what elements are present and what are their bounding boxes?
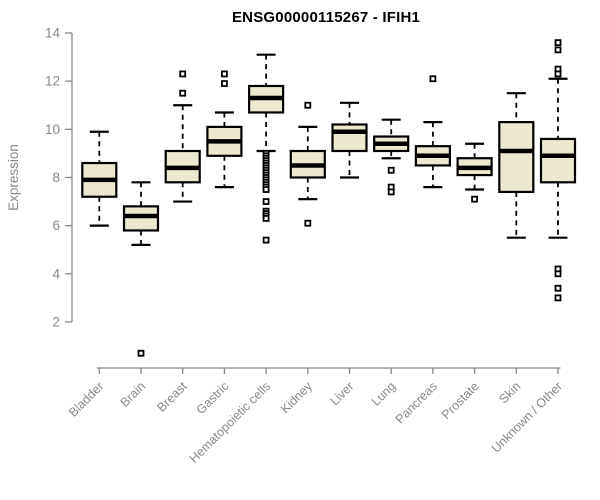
x-tick-label: Liver bbox=[328, 379, 357, 408]
boxplot-lung bbox=[373, 118, 410, 196]
outlier-point bbox=[554, 284, 562, 292]
boxplot-prostate bbox=[456, 142, 493, 203]
outlier-point bbox=[304, 219, 312, 227]
outlier-point bbox=[429, 75, 437, 83]
boxplot-brain bbox=[122, 181, 160, 357]
x-tick-label: Kidney bbox=[278, 379, 315, 416]
y-axis: 2 4 6 8 10 12 14 Expression bbox=[6, 26, 73, 329]
x-tick-label: Breast bbox=[154, 379, 190, 415]
outlier-point bbox=[471, 195, 479, 203]
outlier-point bbox=[554, 46, 562, 54]
boxplot-hematopoietic-cells bbox=[248, 53, 285, 244]
chart-title: ENSG00000115267 - IFIH1 bbox=[231, 9, 421, 26]
boxplot-pancreas bbox=[414, 75, 451, 189]
x-tick-label: Hematopoietic cells bbox=[187, 379, 274, 466]
outlier-point bbox=[179, 89, 187, 97]
x-tick-label: Skin bbox=[496, 379, 523, 406]
x-tick-label: Unknown / Other bbox=[489, 379, 565, 455]
outlier-point bbox=[262, 215, 270, 222]
y-tick-label: 8 bbox=[52, 170, 60, 185]
outlier-point bbox=[262, 236, 270, 244]
outlier-point bbox=[262, 186, 270, 193]
boxplot-kidney bbox=[289, 101, 326, 227]
y-tick-label: 12 bbox=[45, 74, 60, 89]
iqr-box bbox=[331, 123, 368, 153]
outlier-point bbox=[137, 349, 145, 357]
outlier-point bbox=[387, 188, 395, 196]
x-tick-label: Pancreas bbox=[393, 379, 440, 426]
x-tick-label: Lung bbox=[369, 379, 399, 409]
outlier-point bbox=[179, 70, 187, 78]
iqr-box bbox=[539, 137, 577, 184]
y-tick-label: 10 bbox=[45, 122, 60, 137]
x-tick-label: Brain bbox=[118, 379, 149, 410]
y-tick-label: 14 bbox=[45, 26, 61, 41]
boxplot-skin bbox=[498, 92, 535, 239]
outlier-point bbox=[220, 80, 228, 87]
outlier-point bbox=[262, 198, 270, 205]
outlier-point bbox=[387, 166, 395, 174]
y-tick-label: 2 bbox=[52, 314, 60, 329]
x-tick-label: Prostate bbox=[439, 379, 482, 422]
outlier-point bbox=[304, 101, 312, 109]
boxplot-liver bbox=[331, 101, 368, 179]
boxplot-unknown-other bbox=[539, 39, 577, 302]
outlier-point bbox=[554, 70, 562, 78]
boxplot-bladder bbox=[81, 130, 118, 227]
y-axis-title: Expression bbox=[6, 144, 21, 211]
x-tick-label: Bladder bbox=[66, 379, 106, 419]
y-tick-label: 4 bbox=[52, 266, 60, 281]
outlier-point bbox=[554, 294, 562, 302]
iqr-box bbox=[122, 205, 160, 232]
boxplot-gastric bbox=[206, 70, 243, 189]
outlier-point bbox=[554, 270, 562, 278]
x-tick-label: Gastric bbox=[194, 379, 232, 417]
y-tick-label: 6 bbox=[52, 218, 60, 233]
boxplot-breast bbox=[164, 70, 201, 203]
outlier-point bbox=[554, 39, 562, 47]
iqr-box bbox=[498, 120, 535, 194]
outlier-point bbox=[220, 70, 228, 78]
